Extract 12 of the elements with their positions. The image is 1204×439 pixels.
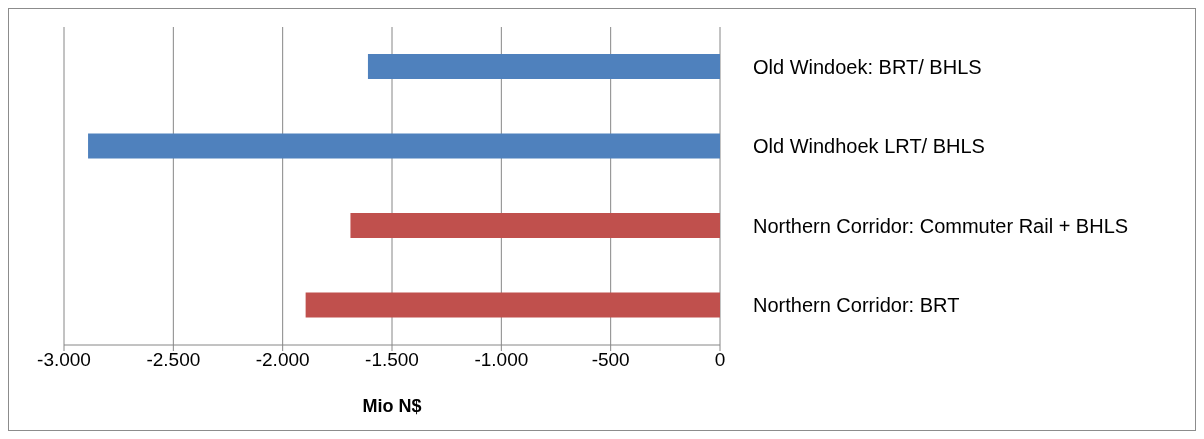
y-tick-label: Northern Corridor: Commuter Rail + BHLS	[753, 214, 1129, 237]
x-tick-label: -1.000	[474, 349, 529, 371]
x-axis-title: Mio N$	[362, 396, 422, 416]
x-tick-label: -500	[591, 349, 630, 371]
x-tick-label: -1.500	[365, 349, 419, 371]
x-tick-label: -3.000	[37, 349, 91, 371]
x-tick-label: -2.500	[146, 349, 201, 371]
y-tick-label: Old Windhoek LRT/ BHLS	[753, 135, 985, 158]
y-tick-label: Old Windoek: BRT/ BHLS	[753, 55, 982, 78]
y-tick-label: Northern Corridor: BRT	[753, 294, 960, 317]
x-tick-label: -2.000	[255, 349, 310, 371]
x-tick-label: 0	[714, 349, 726, 371]
